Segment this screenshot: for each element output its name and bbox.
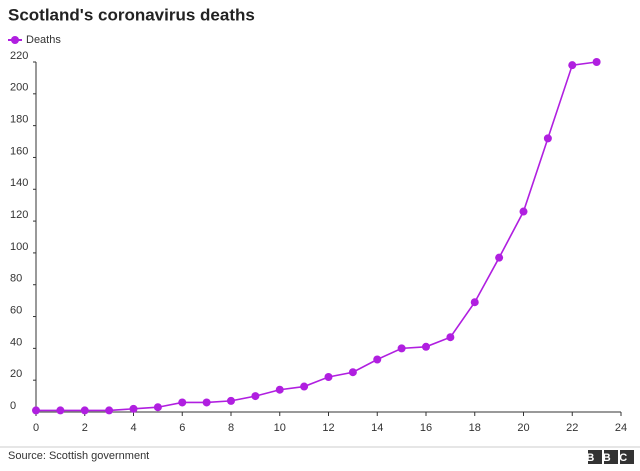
y-tick-label: 200 <box>10 82 28 94</box>
y-tick-label: 140 <box>10 177 28 189</box>
y-tick-label: 100 <box>10 241 28 253</box>
y-tick-label: 220 <box>10 50 28 62</box>
data-point <box>56 406 65 415</box>
x-tick-label: 8 <box>228 422 234 434</box>
data-point <box>202 398 211 407</box>
data-point <box>519 207 528 216</box>
chart-title: Scotland's coronavirus deaths <box>8 5 255 24</box>
data-point <box>300 382 309 391</box>
y-tick-label: 180 <box>10 114 28 126</box>
data-point <box>373 355 382 364</box>
x-tick-label: 6 <box>179 422 185 434</box>
logo-text: BBC <box>586 452 635 464</box>
data-point <box>275 385 284 394</box>
y-tick-label: 0 <box>10 400 16 412</box>
data-point <box>153 403 162 412</box>
data-point <box>80 406 89 415</box>
data-point <box>324 373 333 381</box>
data-point <box>446 333 455 342</box>
x-tick-label: 18 <box>469 422 481 434</box>
data-point <box>251 392 260 401</box>
data-point <box>32 406 40 415</box>
data-point <box>470 298 479 307</box>
y-tick-label: 80 <box>10 273 22 285</box>
y-tick-label: 120 <box>10 209 28 221</box>
x-tick-label: 24 <box>615 422 627 434</box>
x-tick-label: 16 <box>420 422 432 434</box>
source: Source: Scottish government <box>8 450 149 462</box>
x-tick-label: 0 <box>33 422 39 434</box>
data-point <box>568 61 577 70</box>
series-line <box>36 61 597 412</box>
x-tick-label: 20 <box>517 422 529 434</box>
x-tick-label: 2 <box>82 422 88 434</box>
y-tick-label: 20 <box>10 368 22 380</box>
y-tick-label: 40 <box>10 336 22 348</box>
legend-label: Deaths <box>26 34 61 46</box>
x-tick-label: 14 <box>371 422 383 434</box>
logo: BBC <box>586 450 635 464</box>
data-point <box>105 406 114 415</box>
data-point <box>543 134 552 143</box>
data-point <box>178 398 187 407</box>
x-tick-label: 10 <box>274 422 286 434</box>
data-point <box>227 396 235 405</box>
legend-marker <box>11 36 19 44</box>
x-tick-label: 12 <box>322 422 334 434</box>
data-point <box>592 58 601 66</box>
data-point <box>495 253 504 262</box>
data-point <box>397 344 406 353</box>
data-point <box>422 342 430 351</box>
data-point <box>129 404 138 413</box>
data-point <box>348 368 357 377</box>
x-tick-label: 22 <box>566 422 578 434</box>
y-tick-label: 60 <box>10 304 22 316</box>
y-tick-label: 160 <box>10 145 28 157</box>
x-tick-label: 4 <box>130 422 136 434</box>
